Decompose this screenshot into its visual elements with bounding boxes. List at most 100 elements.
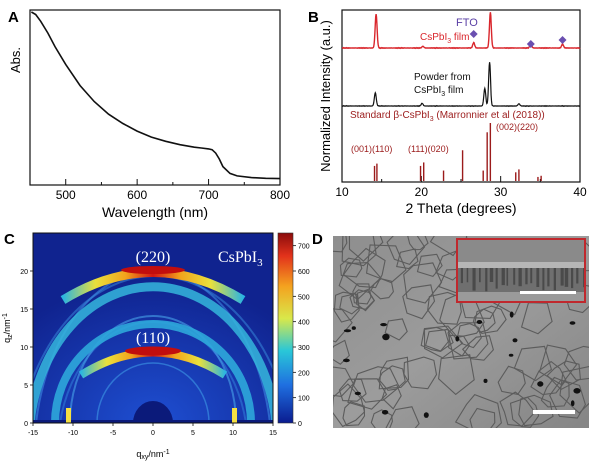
panel-c-ylabel: qz/nm-1 xyxy=(2,313,14,343)
panel-b-fto-label: FTO xyxy=(456,17,478,29)
panel-d-inset-column xyxy=(553,268,556,291)
panel-d-grain-boundary xyxy=(348,236,384,262)
panel-c-colorbar-tick-label: 0 xyxy=(298,421,302,428)
panel-a-letter: A xyxy=(8,9,19,26)
panel-d-grain-boundary xyxy=(402,284,436,320)
panel-c-xtick-label: -15 xyxy=(28,430,38,437)
panel-c-colorbar-tick-label: 600 xyxy=(298,269,310,276)
panel-d-inset-column xyxy=(525,268,528,285)
panel-d-inset-column xyxy=(576,268,579,284)
panel-d-inset-column xyxy=(501,268,505,286)
panel-d-grain-boundary xyxy=(513,345,553,382)
panel-b-xtick-label: 40 xyxy=(573,185,587,199)
panel-b-xlabel: 2 Theta (degrees) xyxy=(405,200,516,216)
panel-c-letter: C xyxy=(4,231,15,248)
panel-d-grain-boundary xyxy=(370,409,393,428)
panel-d-grain-boundary xyxy=(499,391,536,427)
panel-d-inset-column xyxy=(530,268,533,284)
panel-c-xtick-label: 0 xyxy=(151,430,155,437)
panel-d-grain-boundary xyxy=(339,293,361,315)
panel-b-peak-label-002-220: (002)(220) xyxy=(496,122,538,132)
panel-d-grain-boundary xyxy=(333,366,354,397)
panel-a-xlabel: Wavelength (nm) xyxy=(102,204,208,220)
panel-d-inset-column xyxy=(564,268,569,287)
panel-d-inset-column xyxy=(536,268,540,287)
panel-b-xtick-label: 30 xyxy=(494,185,508,199)
panel-c-xlabel: qxy/nm-1 xyxy=(136,449,169,461)
panel-c-colorbar-tick-label: 400 xyxy=(298,320,310,327)
panel-d-pore xyxy=(423,412,429,418)
panel-d-inset-column xyxy=(542,268,545,291)
panel-d-grain-boundary xyxy=(438,354,475,396)
panel-d-grain-boundary xyxy=(454,393,502,428)
panel-d-pore xyxy=(569,321,576,325)
panel-d-grain-boundary xyxy=(352,283,372,305)
panel-b-powder-trace xyxy=(341,62,581,108)
panel-b-film-trace xyxy=(341,12,581,50)
panel-d-grain-boundary xyxy=(518,394,554,427)
panel-d-grain-boundary xyxy=(333,308,353,343)
panel-d-inset-column xyxy=(479,268,481,283)
panel-d-pore xyxy=(382,333,390,341)
panel-d-pore xyxy=(455,336,460,342)
panel-b-peak-label-001-110: (001)(110) xyxy=(351,144,392,154)
panel-b: B 10 20 30 40 CsPbI3 film FTO Powder from C… xyxy=(308,9,587,216)
panel-a-axes-frame xyxy=(29,9,281,186)
panel-c-colorbar-tick-label: 500 xyxy=(298,294,310,301)
panel-d-pore xyxy=(537,381,544,387)
panel-d-inset-column xyxy=(518,268,522,287)
panel-c-ticks: -15 -10 -5 0 5 10 15 0 5 10 15 20 xyxy=(20,269,277,437)
panel-d-grain-boundary xyxy=(384,318,408,341)
panel-d-grain-boundary xyxy=(396,248,419,270)
panel-c: C -15 -10 -5 0 5 10 15 0 5 10 15 20 xyxy=(2,231,310,461)
panel-d-grain-boundary xyxy=(469,407,496,428)
panel-c-ytick-label: 5 xyxy=(24,383,28,390)
panel-c-xtick-label: 5 xyxy=(191,430,195,437)
panel-d-grain-boundary xyxy=(448,334,471,357)
panel-b-letter: B xyxy=(308,9,319,26)
panel-b-standard-label: Standard β-CsPbI3 (Marronnier et al (201… xyxy=(350,110,545,123)
panel-c-xtick-label: -5 xyxy=(110,430,116,437)
panel-d-pore xyxy=(380,323,387,327)
panel-d-cross-section-inset xyxy=(456,238,586,303)
panel-d-inset-column xyxy=(495,268,498,289)
panel-c-ytick-label: 20 xyxy=(20,269,28,276)
panel-b-fto-marker xyxy=(469,30,478,38)
panel-d-inset-column xyxy=(460,268,463,284)
panel-d-inset-column xyxy=(513,268,516,285)
panel-a: A 500 600 700 800 Wavelength (nm) Abs. xyxy=(8,9,290,220)
panel-c-ytick-label: 15 xyxy=(20,307,28,314)
panel-d-grain-boundary xyxy=(386,236,426,266)
panel-c-colorbar-ticks: 0 100 200 300 400 500 600 700 xyxy=(293,244,310,428)
panel-d-letter: D xyxy=(312,231,323,248)
panel-c-ytick-label: 10 xyxy=(20,345,28,352)
panel-d-grain-boundary xyxy=(423,325,464,359)
panel-d-grain-boundary xyxy=(472,308,496,333)
panel-d-grain-boundary xyxy=(381,384,402,410)
panel-d-pore xyxy=(512,338,518,343)
panel-a-xtick-label: 600 xyxy=(127,188,147,202)
panel-d-grain-boundary xyxy=(509,396,540,428)
panel-c-xtick-label: -10 xyxy=(68,430,78,437)
panel-d-grain-boundary xyxy=(530,360,567,396)
panel-d-inset-column xyxy=(472,268,476,291)
panel-d-grain-boundary xyxy=(378,356,410,390)
panel-b-powder-label-line2: CsPbI3 film xyxy=(414,85,463,98)
panel-d-grain-boundary xyxy=(403,262,443,304)
panel-d-inset-column xyxy=(571,268,574,289)
panel-d-scale-bar xyxy=(533,410,575,414)
panel-d-grain-boundary xyxy=(385,406,420,428)
panel-d-grain-boundary xyxy=(416,253,443,278)
panel-c-colorbar xyxy=(277,232,294,424)
panel-d-grain-boundary xyxy=(339,257,363,278)
panel-a-xtick-label: 700 xyxy=(199,188,219,202)
panel-d-pore xyxy=(351,326,356,330)
panel-d-inset-column xyxy=(547,268,550,287)
panel-c-colorbar-tick-label: 700 xyxy=(298,244,310,251)
panel-d-grain-boundary xyxy=(366,244,407,284)
panel-a-absorbance-curve xyxy=(30,11,281,180)
panel-b-xtick-label: 20 xyxy=(415,185,429,199)
panel-d-grain-boundary xyxy=(407,236,429,251)
panel-b-fto-markers xyxy=(469,30,567,48)
